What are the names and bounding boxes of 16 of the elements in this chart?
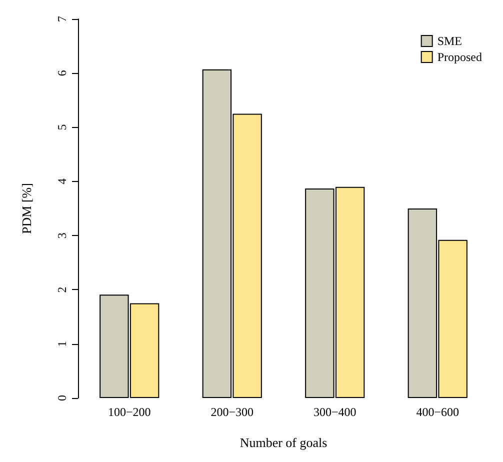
y-axis-title: PDM [%] [19,183,34,234]
y-tick-label: 6 [55,70,69,76]
x-tick-label: 400−600 [416,405,460,419]
x-tick-label: 200−300 [210,405,254,419]
y-tick-label: 1 [55,340,69,347]
x-axis-title: Number of goals [240,435,328,450]
y-tick-label: 0 [55,395,69,401]
legend-label: SME [437,34,462,48]
legend-label: Proposed [437,50,482,64]
y-tick-label: 3 [55,232,69,239]
y-tick-label: 7 [55,16,69,22]
y-tick-label: 5 [55,124,69,130]
x-tick-label: 300−400 [313,405,356,419]
x-tick-label: 100−200 [108,405,151,419]
y-tick-label: 2 [55,286,69,293]
y-tick-label: 4 [55,178,69,184]
